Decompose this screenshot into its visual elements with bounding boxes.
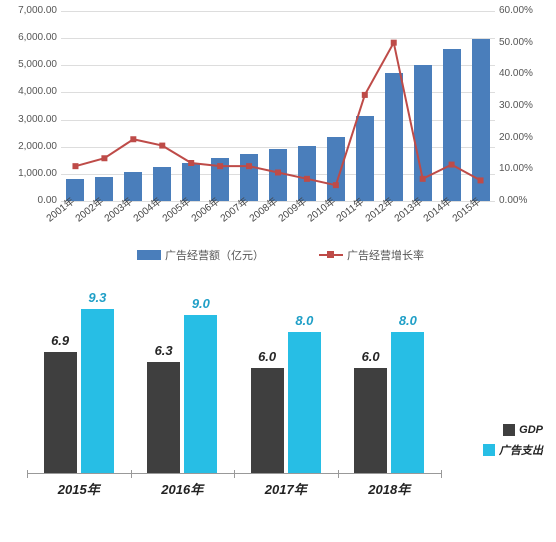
bar-value-label: 6.0 — [247, 349, 288, 364]
y-left-tick: 5,000.00 — [9, 59, 57, 70]
y-right-tick: 50.00% — [499, 37, 533, 48]
group-bar — [81, 309, 114, 474]
group-bar — [184, 315, 217, 474]
y-right-tick: 60.00% — [499, 5, 533, 16]
y-left-tick: 4,000.00 — [9, 86, 57, 97]
legend-item: GDP — [503, 424, 543, 436]
group-bar — [288, 332, 321, 474]
bar-value-label: 8.0 — [284, 313, 325, 328]
y-left-tick: 1,000.00 — [9, 168, 57, 179]
y-left-tick: 2,000.00 — [9, 141, 57, 152]
group-bar — [354, 368, 387, 474]
bar-value-label: 6.9 — [40, 333, 81, 348]
y-right-tick: 30.00% — [499, 100, 533, 111]
legend-item: 广告支出 — [483, 442, 543, 458]
legend-bars-label: 广告经营额（亿元） — [165, 247, 264, 263]
x-category: 2016年 — [131, 479, 235, 498]
bar-value-label: 9.3 — [77, 290, 118, 305]
y-left-tick: 6,000.00 — [9, 32, 57, 43]
group-bar — [44, 352, 77, 474]
y-right-tick: 20.00% — [499, 132, 533, 143]
legend-label: GDP — [519, 424, 543, 436]
group-bar — [391, 332, 424, 474]
group-bar — [251, 368, 284, 474]
y-left-tick: 3,000.00 — [9, 114, 57, 125]
legend-label: 广告支出 — [499, 442, 543, 458]
y-right-tick: 0.00% — [499, 195, 527, 206]
bar-value-label: 6.0 — [350, 349, 391, 364]
group-bar — [147, 362, 180, 474]
x-category: 2017年 — [234, 479, 338, 498]
bar-value-label: 8.0 — [387, 313, 428, 328]
legend-line-label: 广告经营增长率 — [347, 247, 424, 263]
y-right-tick: 10.00% — [499, 163, 533, 174]
ad-revenue-chart: 0.00 1,000.00 2,000.00 3,000.00 4,000.00 5,00… — [9, 5, 547, 280]
bar-value-label: 9.0 — [180, 296, 221, 311]
legend-line: 广告经营增长率 — [319, 247, 424, 263]
x-category: 2015年 — [27, 479, 131, 498]
y-left-tick: 0.00 — [9, 195, 57, 206]
legend-bars: 广告经营额（亿元） — [137, 247, 264, 263]
y-right-tick: 40.00% — [499, 68, 533, 79]
bar-value-label: 6.3 — [143, 343, 184, 358]
x-category: 2018年 — [338, 479, 442, 498]
gdp-adspend-chart: 6.9 9.3 2015年 6.3 9.0 2016年 6.0 8.0 2017年 6.0 8.0 2… — [9, 280, 547, 532]
y-left-tick: 7,000.00 — [9, 5, 57, 16]
